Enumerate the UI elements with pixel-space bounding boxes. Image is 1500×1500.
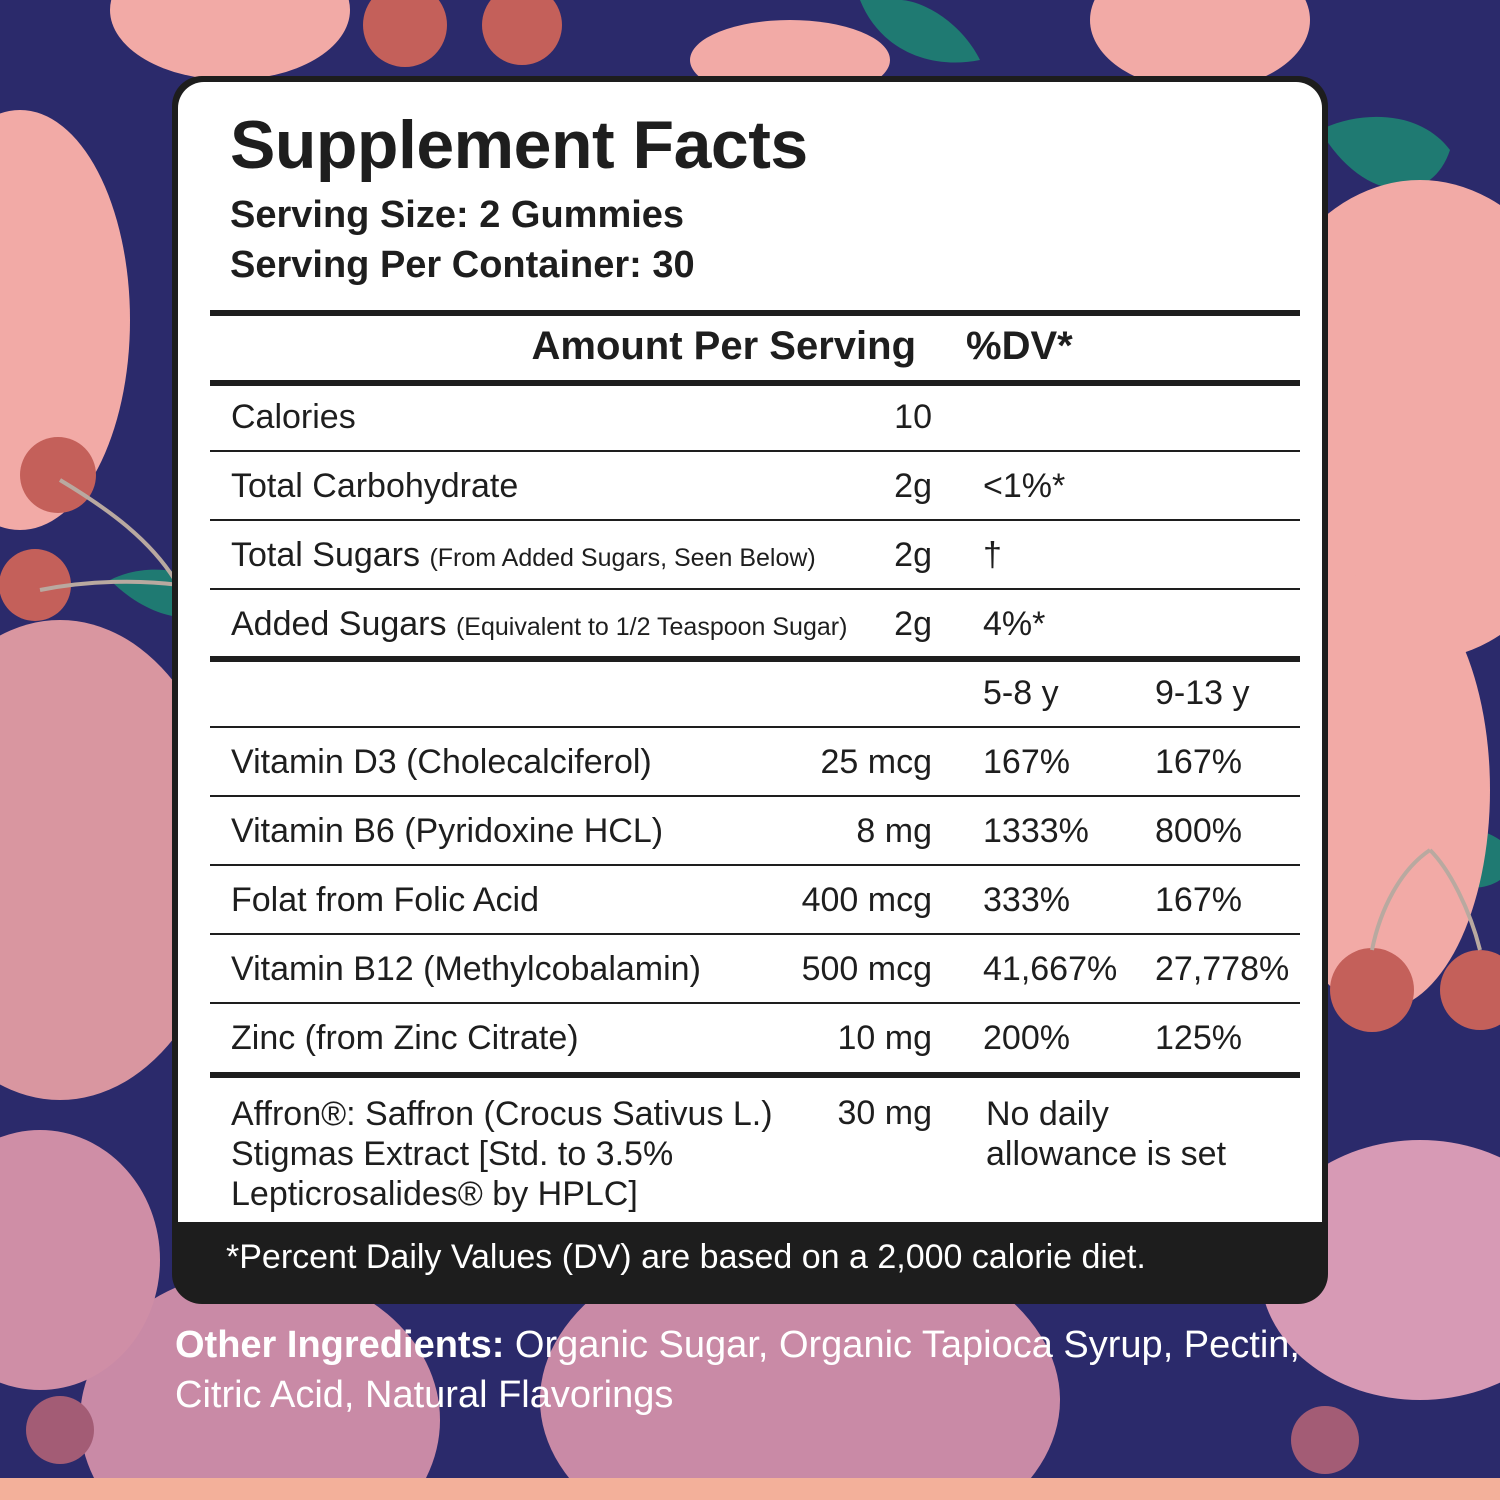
row-dv-total-sugars: † xyxy=(983,536,1002,574)
affron-line: Affron®: Saffron (Crocus Sativus L.) xyxy=(231,1095,773,1133)
row-label-vitamin-b6: Vitamin B6 (Pyridoxine HCL) xyxy=(231,812,664,850)
serving-size: Serving Size: 2 Gummies xyxy=(230,194,685,236)
servings-per-container: Serving Per Container: 30 xyxy=(230,244,695,286)
row-dv1-zinc: 200% xyxy=(983,1019,1070,1057)
bottom-color-strip xyxy=(0,1478,1500,1500)
other-ingredients-label: Other Ingredients: xyxy=(175,1324,505,1366)
affron-line: Stigmas Extract [Std. to 3.5% xyxy=(231,1135,674,1173)
row-amount-calories: 10 xyxy=(894,398,932,436)
row-amount-vitamin-b12: 500 mcg xyxy=(801,950,932,988)
amount-per-serving-header: Amount Per Serving xyxy=(531,324,916,368)
row-label-vitamin-b12: Vitamin B12 (Methylcobalamin) xyxy=(231,950,701,988)
row-amount-added-sugars: 2g xyxy=(894,605,932,643)
divider-thin xyxy=(210,864,1300,866)
row-dv2-vitamin-b12: 27,778% xyxy=(1155,950,1290,988)
row-amount-vitamin-d3: 25 mcg xyxy=(820,743,933,781)
row-label-affron: Affron®: Saffron (Crocus Sativus L.) Sti… xyxy=(231,1094,773,1214)
row-amount-affron: 30 mg xyxy=(837,1094,933,1132)
row-note: (Equivalent to 1/2 Teaspoon Sugar) xyxy=(455,613,848,641)
divider-thick xyxy=(210,1072,1300,1078)
affron-dv-line: No daily xyxy=(986,1095,1109,1133)
cherry-stem-icon xyxy=(39,478,1482,951)
row-name: Added Sugars xyxy=(231,605,447,643)
other-ingredients: Other Ingredients: Organic Sugar, Organi… xyxy=(175,1320,1375,1420)
divider-thin xyxy=(210,450,1300,452)
daily-value-header: %DV* xyxy=(966,324,1073,368)
row-label-zinc: Zinc (from Zinc Citrate) xyxy=(231,1019,579,1057)
age-header-9-13: 9-13 y xyxy=(1155,674,1250,712)
supplement-facts-panel: Supplement Facts Serving Size: 2 Gummies… xyxy=(172,76,1328,1304)
divider-thin xyxy=(210,795,1300,797)
row-dv-affron: No daily allowance is set xyxy=(986,1094,1226,1174)
row-label-added-sugars: Added Sugars (Equivalent to 1/2 Teaspoon… xyxy=(231,605,847,644)
divider-thin xyxy=(210,933,1300,935)
row-dv1-vitamin-b6: 1333% xyxy=(983,812,1089,850)
daily-value-footnote: *Percent Daily Values (DV) are based on … xyxy=(226,1238,1146,1276)
divider-thick xyxy=(210,380,1300,386)
row-dv2-folate: 167% xyxy=(1155,881,1242,919)
row-name: Total Sugars xyxy=(231,536,420,574)
age-header-5-8: 5-8 y xyxy=(983,674,1059,712)
row-dv-total-carbohydrate: <1%* xyxy=(983,467,1066,505)
row-dv1-folate: 333% xyxy=(983,881,1070,919)
divider-thin xyxy=(210,588,1300,590)
divider-thin xyxy=(210,726,1300,728)
row-dv2-vitamin-b6: 800% xyxy=(1155,812,1242,850)
row-amount-total-carbohydrate: 2g xyxy=(894,467,932,505)
affron-line: Lepticrosalides® by HPLC] xyxy=(231,1175,638,1213)
row-amount-zinc: 10 mg xyxy=(837,1019,933,1057)
row-dv-added-sugars: 4%* xyxy=(983,605,1046,643)
row-dv2-zinc: 125% xyxy=(1155,1019,1242,1057)
row-label-vitamin-d3: Vitamin D3 (Cholecalciferol) xyxy=(231,743,652,781)
row-note: (From Added Sugars, Seen Below) xyxy=(429,544,816,572)
row-label-calories: Calories xyxy=(231,398,356,436)
affron-dv-line: allowance is set xyxy=(986,1135,1227,1173)
row-label-total-sugars: Total Sugars (From Added Sugars, Seen Be… xyxy=(231,536,816,575)
row-label-total-carbohydrate: Total Carbohydrate xyxy=(231,467,519,505)
row-amount-folate: 400 mcg xyxy=(801,881,932,919)
panel-title: Supplement Facts xyxy=(230,107,808,183)
divider-thin xyxy=(210,1002,1300,1004)
row-amount-total-sugars: 2g xyxy=(894,536,932,574)
row-dv2-vitamin-d3: 167% xyxy=(1155,743,1242,781)
row-label-folate: Folat from Folic Acid xyxy=(231,881,539,919)
row-amount-vitamin-b6: 8 mg xyxy=(856,812,932,850)
facts-table-area: Supplement Facts Serving Size: 2 Gummies… xyxy=(178,82,1322,1222)
row-dv1-vitamin-b12: 41,667% xyxy=(983,950,1118,988)
divider-thin xyxy=(210,519,1300,521)
divider-thick xyxy=(210,310,1300,316)
divider-thick xyxy=(210,656,1300,662)
other-ingredients-text: Organic Sugar, Organic Tapioca Syrup, Pe… xyxy=(175,1324,1300,1416)
row-dv1-vitamin-d3: 167% xyxy=(983,743,1070,781)
